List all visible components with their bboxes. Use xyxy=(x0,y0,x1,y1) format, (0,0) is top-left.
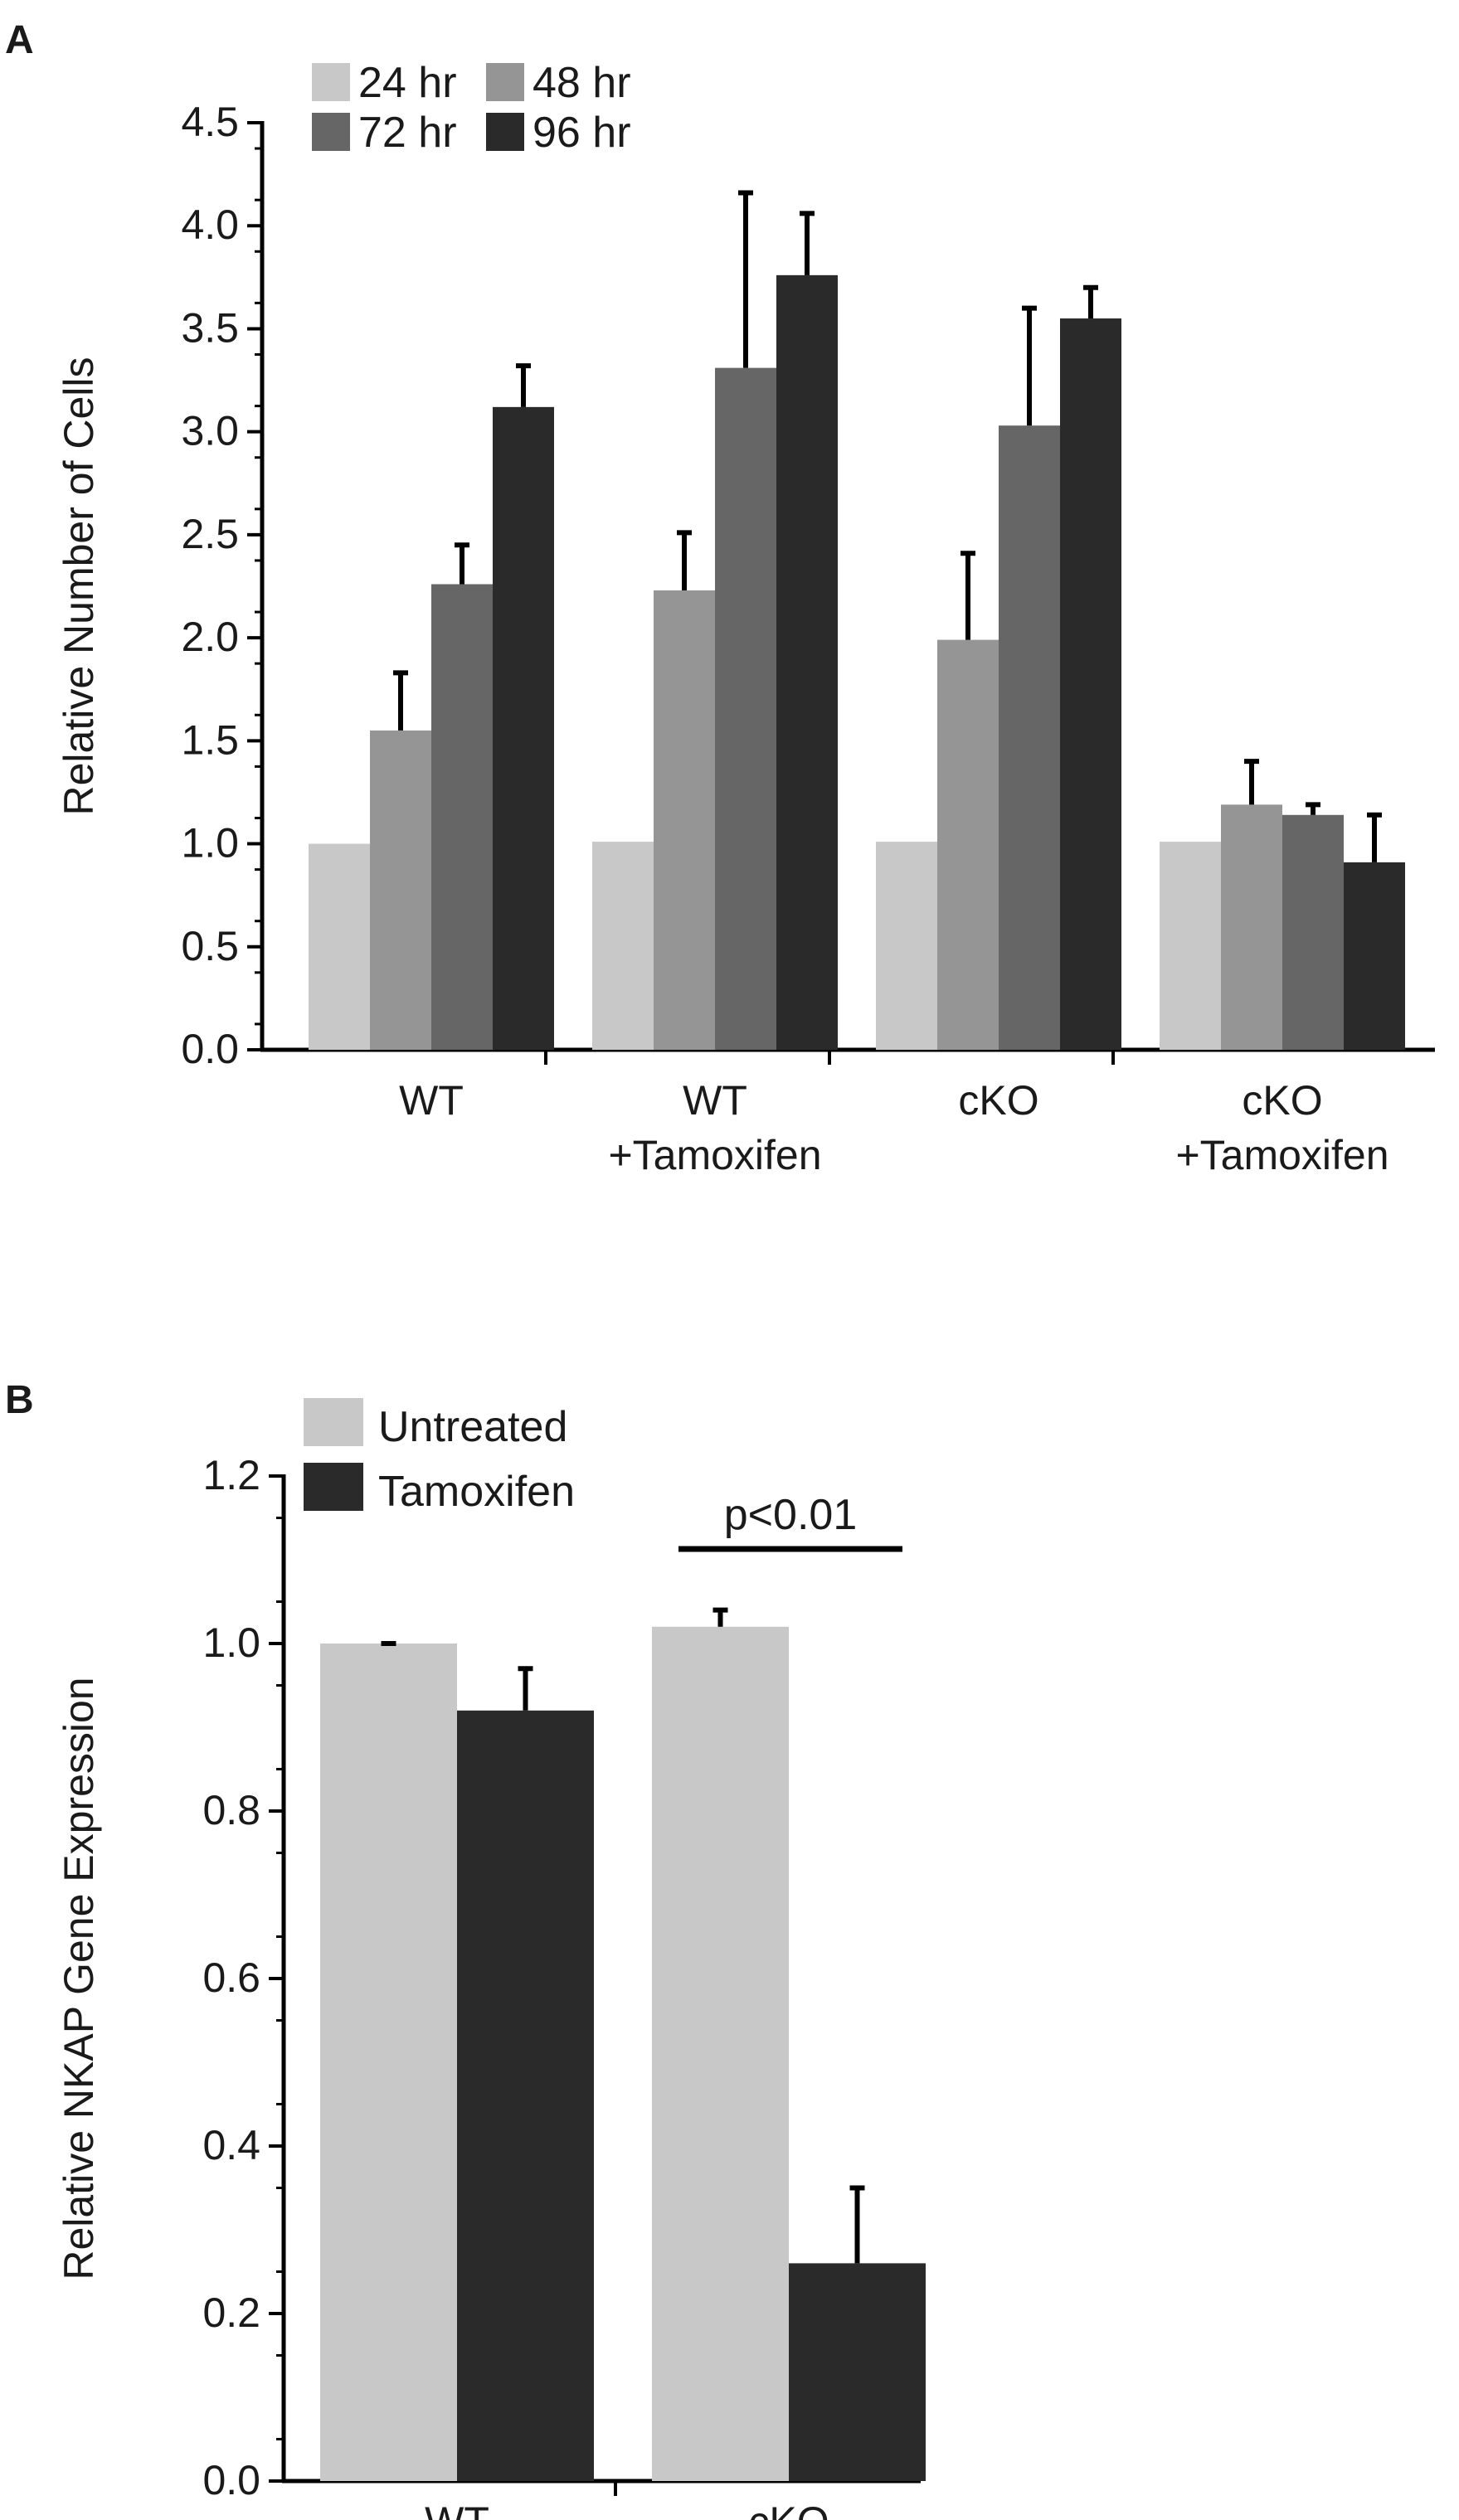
x-category-label: +Tamoxifen xyxy=(1175,1132,1388,1178)
y-tick-label: 0.8 xyxy=(202,1787,260,1833)
bar-cko-48-hr xyxy=(937,639,999,1050)
y-tick-label: 3.5 xyxy=(181,304,239,351)
y-tick-label: 3.0 xyxy=(181,408,239,454)
panel-label-b: B xyxy=(5,1378,34,1422)
bar-cko-tamoxifen-24-hr xyxy=(1160,842,1221,1050)
legend-label-untreated: Untreated xyxy=(378,1403,567,1451)
bar-wt-24-hr xyxy=(309,843,370,1050)
x-category-label: +Tamoxifen xyxy=(608,1132,821,1178)
panel-a-chart: A 0.0 0.5 1.0 1.5 2.0 2.5 3.0 3.5 4.0 4.5 Relative… xyxy=(5,18,1435,1178)
bar-wt-tamoxifen-24-hr xyxy=(592,842,654,1050)
y-tick-label: 2.5 xyxy=(181,511,239,557)
legend-swatch-untreated xyxy=(304,1398,363,1446)
bar-cko-tamoxifen xyxy=(789,2263,926,2481)
panel-b-chart: B 0.0 0.2 0.4 0.6 0.8 1.0 1.2 Relative NKAP Gen… xyxy=(0,1294,1459,2520)
y-tick-label: 4.5 xyxy=(181,99,239,145)
bar-cko-tamoxifen-72-hr xyxy=(1282,814,1344,1050)
bar-wt-tamoxifen-96-hr xyxy=(776,274,838,1050)
y-tick-label: 0.0 xyxy=(181,1026,239,1072)
x-category-label: WT xyxy=(683,1077,747,1124)
bar-wt-72-hr xyxy=(431,584,493,1050)
legend-swatch-72-hr xyxy=(312,113,350,151)
cell-count-chart-svg: A 0.0 0.5 1.0 1.5 2.0 2.5 3.0 3.5 4.0 4.5 Relative… xyxy=(5,18,1435,1178)
bar-cko-72-hr xyxy=(999,425,1060,1050)
significance-label: p<0.01 xyxy=(724,1491,858,1539)
bar-wt-48-hr xyxy=(370,730,431,1050)
y-tick-label: 1.0 xyxy=(202,1619,260,1666)
x-category-label: WT xyxy=(425,2498,489,2520)
legend-swatch-48-hr xyxy=(486,63,524,101)
y-tick-label: 4.0 xyxy=(181,202,239,248)
nkap-expression-chart-svg: B 0.0 0.2 0.4 0.6 0.8 1.0 1.2 Relative NKAP Gen… xyxy=(5,1378,926,2520)
y-tick-label: 1.2 xyxy=(202,1452,260,1498)
bar-cko-96-hr xyxy=(1060,318,1121,1050)
y-tick-label: 0.5 xyxy=(181,923,239,969)
y-tick-label: 0.2 xyxy=(202,2289,260,2336)
bar-wt-tamoxifen-72-hr xyxy=(715,367,776,1050)
legend-swatch-96-hr xyxy=(486,113,524,151)
bar-wt-tamoxifen xyxy=(457,1710,594,2481)
y-tick-label: 2.0 xyxy=(181,614,239,660)
x-category-label: cKO xyxy=(958,1077,1038,1124)
y-tick-label: 0.0 xyxy=(202,2457,260,2503)
x-category-label: cKO xyxy=(1242,1077,1322,1124)
x-category-label: cKO xyxy=(748,2498,829,2520)
legend-label-72-hr: 72 hr xyxy=(358,109,457,157)
legend-label-tamoxifen: Tamoxifen xyxy=(378,1468,575,1516)
legend-swatch-tamoxifen xyxy=(304,1463,363,1511)
bar-cko-24-hr xyxy=(876,842,937,1050)
y-tick-label: 1.5 xyxy=(181,716,239,763)
bar-wt-untreated xyxy=(320,1644,457,2481)
y-axis-label: Relative Number of Cells xyxy=(56,357,102,816)
bar-wt-tamoxifen-48-hr xyxy=(654,590,715,1050)
x-category-label: WT xyxy=(399,1077,464,1124)
legend-label-24-hr: 24 hr xyxy=(358,59,457,107)
legend-label-48-hr: 48 hr xyxy=(533,59,631,107)
y-tick-label: 0.4 xyxy=(202,2122,260,2168)
bar-wt-96-hr xyxy=(493,406,554,1050)
bar-cko-tamoxifen-96-hr xyxy=(1344,862,1405,1050)
panel-label-a: A xyxy=(5,18,34,62)
y-tick-label: 1.0 xyxy=(181,820,239,867)
legend-label-96-hr: 96 hr xyxy=(533,109,631,157)
bar-cko-tamoxifen-48-hr xyxy=(1221,804,1282,1050)
y-tick-label: 0.6 xyxy=(202,1954,260,2001)
legend-swatch-24-hr xyxy=(312,63,350,101)
y-axis-label: Relative NKAP Gene Expression xyxy=(56,1677,102,2280)
bar-cko-untreated xyxy=(652,1626,789,2481)
